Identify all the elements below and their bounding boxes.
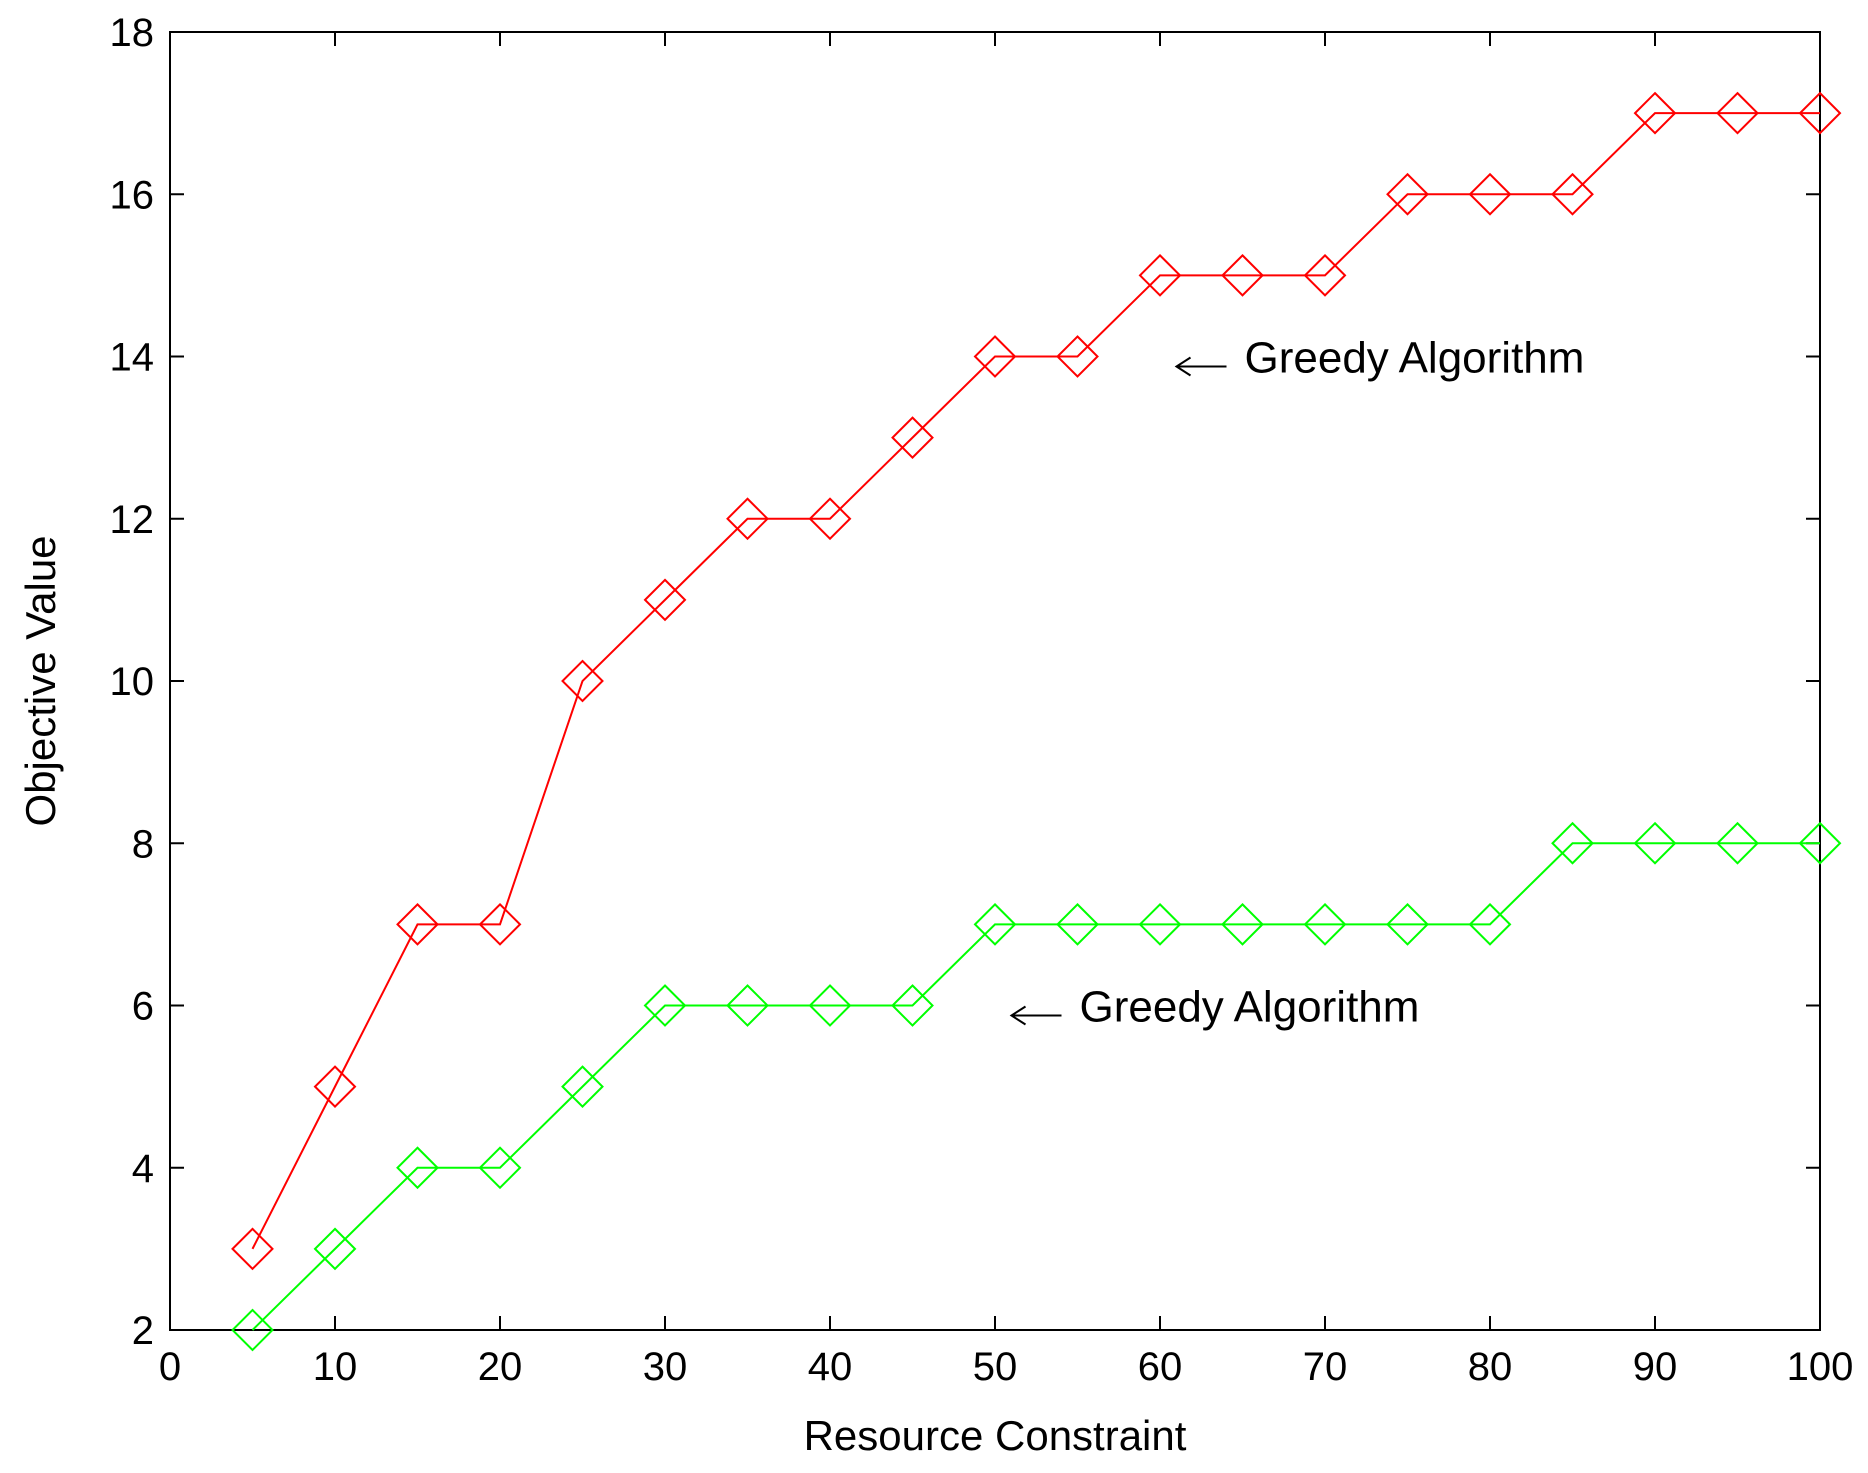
y-tick-label: 14 [110, 336, 155, 380]
y-tick-label: 12 [110, 498, 155, 542]
x-tick-label: 100 [1787, 1345, 1854, 1389]
data-point [561, 1065, 604, 1109]
x-tick-label: 40 [808, 1345, 853, 1389]
data-point [396, 1146, 439, 1190]
y-tick-label: 6 [132, 985, 154, 1029]
series-2 [231, 821, 1842, 1352]
y-tick-label: 4 [132, 1147, 154, 1191]
x-tick-label: 80 [1468, 1345, 1513, 1389]
data-point [313, 1227, 357, 1271]
data-point [396, 902, 439, 946]
data-point [478, 1146, 522, 1190]
data-point [1221, 902, 1264, 946]
data-point [231, 1308, 274, 1352]
y-tick-label: 18 [110, 11, 155, 55]
data-point [973, 335, 1017, 378]
data-point [1303, 902, 1347, 946]
data-point [1056, 902, 1099, 946]
data-point [808, 497, 852, 541]
plot-area [169, 31, 1821, 1331]
data-point [1798, 821, 1842, 865]
axis-ticks: 0 10 20 30 40 50 60 70 80 90 100 2 4 6 8 10 12 14 16 18 [110, 11, 1854, 1389]
data-point [891, 416, 934, 460]
data-point [1386, 902, 1429, 946]
data-point [1468, 902, 1512, 946]
series-1 [231, 91, 1842, 1271]
data-point [1056, 335, 1099, 378]
annotation-layer: Greedy Algorithm Greedy Algorithm [1009, 334, 1585, 1032]
y-tick-label: 2 [132, 1309, 154, 1353]
data-point [478, 902, 522, 946]
data-point [561, 659, 604, 703]
annotation-arrow-head [1009, 1005, 1027, 1026]
data-point [973, 902, 1017, 946]
data-point [643, 984, 687, 1027]
annotation-text: Greedy Algorithm [1245, 334, 1585, 383]
data-point [1633, 91, 1677, 135]
x-tick-label: 0 [159, 1345, 181, 1389]
x-tick-label: 50 [973, 1345, 1018, 1389]
annotation-text: Greedy Algorithm [1080, 983, 1420, 1032]
data-point [1386, 172, 1429, 216]
data-point [726, 497, 769, 541]
y-axis-label: Objective Value [17, 535, 64, 826]
x-tick-label: 20 [478, 1345, 523, 1389]
data-point [891, 984, 934, 1027]
x-tick-label: 70 [1303, 1345, 1348, 1389]
data-point [1716, 91, 1759, 135]
y-tick-label: 16 [110, 173, 155, 217]
series-line [251, 842, 1820, 1331]
y-tick-label: 8 [132, 822, 154, 866]
data-point [1303, 253, 1347, 297]
x-tick-label: 10 [313, 1345, 358, 1389]
x-tick-label: 60 [1138, 1345, 1183, 1389]
y-tick-label: 10 [110, 660, 155, 704]
data-point [726, 984, 769, 1027]
data-point [231, 1227, 274, 1271]
data-point [313, 1065, 357, 1109]
data-point [1468, 172, 1512, 216]
x-axis-label: Resource Constraint [804, 1412, 1187, 1459]
data-point [1221, 253, 1264, 297]
data-point [1138, 902, 1182, 946]
annotation-arrow-head [1174, 356, 1192, 377]
data-point [1716, 821, 1759, 865]
data-point [808, 984, 852, 1027]
data-point [643, 578, 687, 622]
data-point [1633, 821, 1677, 865]
data-point [1798, 91, 1842, 135]
series-line [251, 112, 1820, 1250]
x-tick-label: 30 [643, 1345, 688, 1389]
x-tick-label: 90 [1633, 1345, 1678, 1389]
data-point [1138, 253, 1182, 297]
data-point [1551, 821, 1594, 865]
series-layer [231, 91, 1842, 1352]
annotation: Greedy Algorithm [1009, 983, 1420, 1032]
data-point [1551, 172, 1594, 216]
annotation: Greedy Algorithm [1174, 334, 1585, 383]
